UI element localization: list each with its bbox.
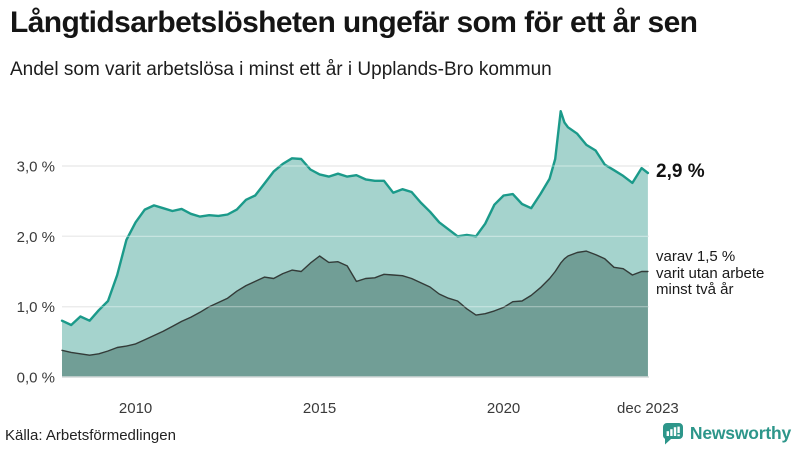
line-minst-tva-ar bbox=[61, 250, 649, 356]
two-year-annotation-line3: minst två år bbox=[656, 281, 734, 298]
y-tick-label: 2,0 % bbox=[17, 229, 55, 246]
x-tick-label: 2010 bbox=[119, 400, 152, 417]
line-minst-ett-ar-totalt bbox=[60, 110, 650, 327]
x-tick-label: 2015 bbox=[303, 400, 336, 417]
y-tick-label: 0,0 % bbox=[17, 370, 55, 387]
chart-title: Långtidsarbetslösheten ungefär som för e… bbox=[10, 6, 698, 39]
newsworthy-speech-bubble-bar-chart-icon bbox=[662, 423, 683, 445]
two-year-annotation: varav 1,5 % varit utan arbete minst två … bbox=[656, 248, 765, 299]
two-year-annotation-line2: varit utan arbete bbox=[656, 264, 765, 282]
source-note: Källa: Arbetsförmedlingen bbox=[5, 427, 176, 444]
latest-value-label: 2,9 % bbox=[656, 161, 705, 182]
x-tick-label: dec 2023 bbox=[617, 400, 679, 417]
two-year-annotation-line1: varav 1,5 % bbox=[656, 248, 736, 265]
unemployment-area-chart: 0,0 % 1,0 % 2,0 % 3,0 % 2010 2015 2020 dec 2023 bbox=[17, 110, 679, 417]
chart-subtitle: Andel som varit arbetslösa i minst ett å… bbox=[10, 59, 552, 80]
x-tick-label: 2020 bbox=[487, 400, 520, 417]
y-tick-label: 1,0 % bbox=[17, 299, 55, 316]
area-minst-tva-ar bbox=[62, 251, 648, 377]
newsworthy-logo: Newsworthy bbox=[662, 422, 791, 445]
y-tick-label: 3,0 % bbox=[17, 159, 55, 176]
newsworthy-wordmark: Newsworthy bbox=[689, 423, 791, 443]
